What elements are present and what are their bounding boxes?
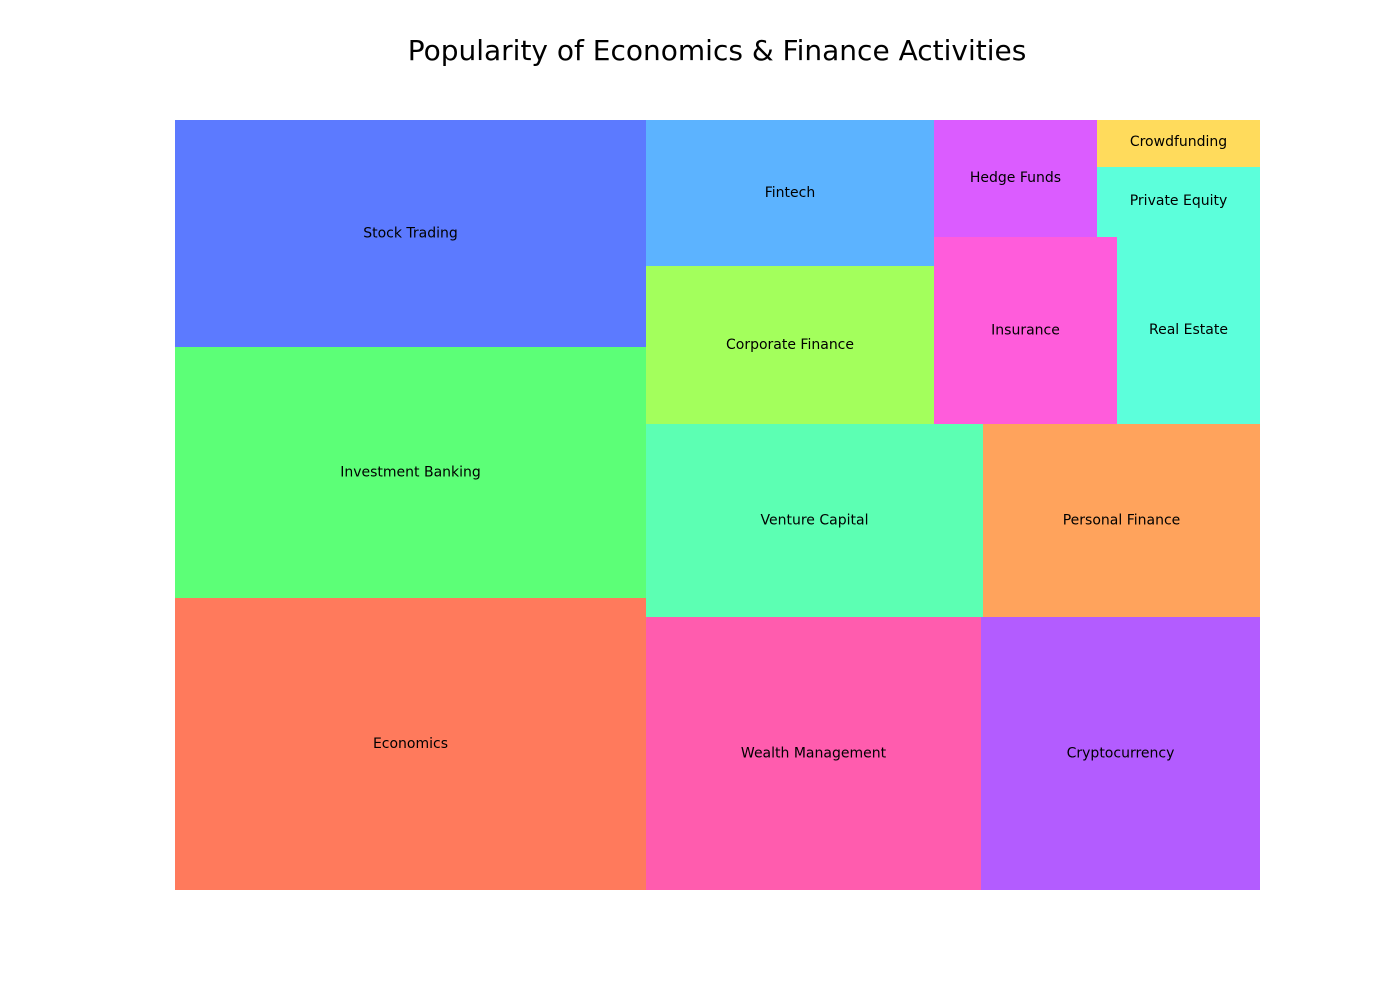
tile-rect-wealth-management [646, 617, 981, 890]
tile-private-equity: Private Equity [1097, 167, 1260, 237]
tile-label-venture-capital: Venture Capital [761, 513, 869, 529]
tile-label-crowdfunding: Crowdfunding [1130, 134, 1227, 150]
tile-cryptocurrency: Cryptocurrency [981, 617, 1260, 890]
tile-label-private-equity: Private Equity [1130, 193, 1228, 209]
tile-crowdfunding: Crowdfunding [1097, 120, 1260, 167]
tile-rect-stock-trading [175, 120, 646, 347]
tile-label-personal-finance: Personal Finance [1063, 513, 1181, 529]
tile-rect-hedge-funds [934, 120, 1097, 237]
chart-title: Popularity of Economics & Finance Activi… [407, 34, 1027, 67]
tile-rect-real-estate [1117, 237, 1260, 424]
tile-rect-investment-banking [175, 347, 646, 598]
tile-label-investment-banking: Investment Banking [340, 465, 481, 481]
tile-label-real-estate: Real Estate [1149, 322, 1228, 338]
tile-fintech: Fintech [646, 120, 934, 266]
tile-rect-private-equity [1097, 167, 1260, 237]
tile-hedge-funds: Hedge Funds [934, 120, 1097, 237]
tile-label-corporate-finance: Corporate Finance [726, 337, 854, 353]
tile-label-fintech: Fintech [765, 185, 815, 201]
tile-economics: Economics [175, 598, 646, 890]
tile-rect-insurance [934, 237, 1117, 424]
tile-rect-crowdfunding [1097, 120, 1260, 167]
tile-label-insurance: Insurance [991, 323, 1060, 339]
tile-stock-trading: Stock Trading [175, 120, 646, 347]
tile-real-estate: Real Estate [1117, 237, 1260, 424]
tile-label-economics: Economics [373, 736, 448, 752]
tile-label-wealth-management: Wealth Management [741, 746, 887, 762]
tile-investment-banking: Investment Banking [175, 347, 646, 598]
tile-rect-venture-capital [646, 424, 983, 617]
tile-label-cryptocurrency: Cryptocurrency [1067, 746, 1175, 762]
tile-rect-corporate-finance [646, 266, 934, 424]
tile-rect-fintech [646, 120, 934, 266]
tile-label-hedge-funds: Hedge Funds [970, 170, 1061, 186]
tile-insurance: Insurance [934, 237, 1117, 424]
tile-personal-finance: Personal Finance [983, 424, 1260, 617]
tile-rect-economics [175, 598, 646, 890]
tile-rect-personal-finance [983, 424, 1260, 617]
tile-label-stock-trading: Stock Trading [363, 226, 458, 242]
tile-rect-cryptocurrency [981, 617, 1260, 890]
tile-wealth-management: Wealth Management [646, 617, 981, 890]
tile-venture-capital: Venture Capital [646, 424, 983, 617]
tile-corporate-finance: Corporate Finance [646, 266, 934, 424]
